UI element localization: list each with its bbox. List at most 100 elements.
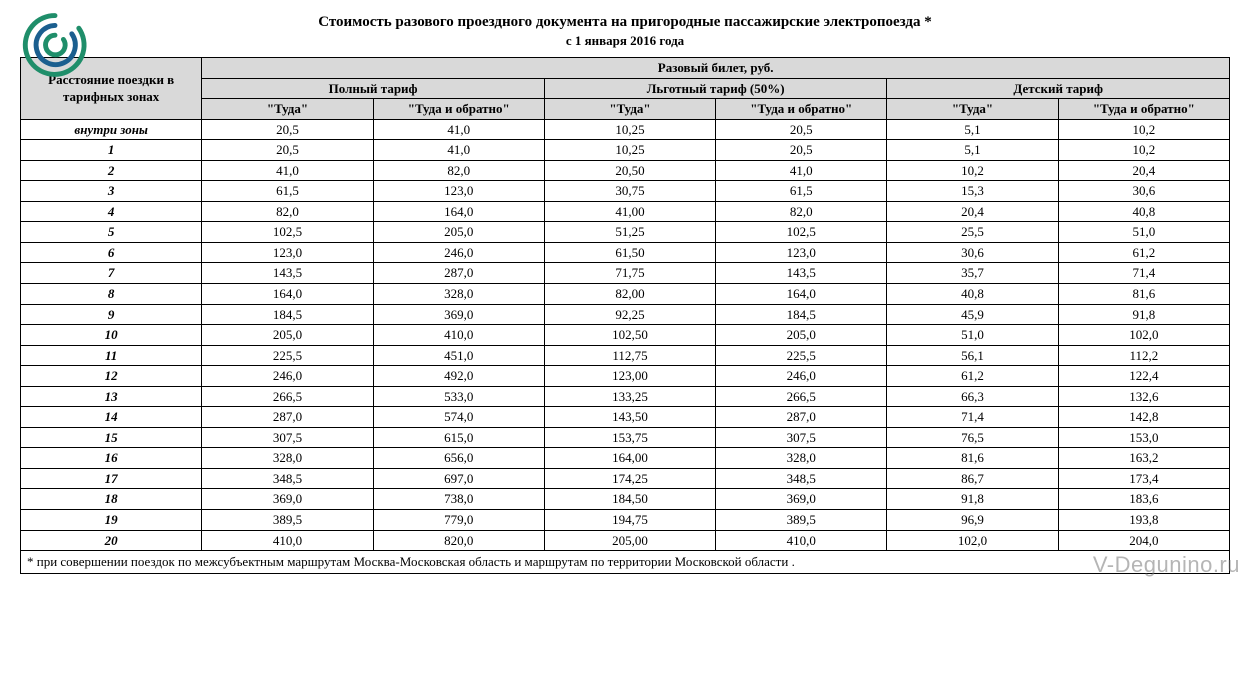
value-cell: 122,4 bbox=[1058, 366, 1229, 387]
value-cell: 173,4 bbox=[1058, 468, 1229, 489]
value-cell: 287,0 bbox=[716, 407, 887, 428]
value-cell: 86,7 bbox=[887, 468, 1058, 489]
value-cell: 738,0 bbox=[373, 489, 544, 510]
value-cell: 5,1 bbox=[887, 140, 1058, 161]
zone-cell: 7 bbox=[21, 263, 202, 284]
table-row: 14287,0574,0143,50287,071,4142,8 bbox=[21, 407, 1230, 428]
value-cell: 820,0 bbox=[373, 530, 544, 551]
value-cell: 61,5 bbox=[202, 181, 373, 202]
zone-cell: 20 bbox=[21, 530, 202, 551]
zone-cell: 12 bbox=[21, 366, 202, 387]
value-cell: 533,0 bbox=[373, 386, 544, 407]
header-full-round: "Туда и обратно" bbox=[373, 99, 544, 120]
value-cell: 51,0 bbox=[1058, 222, 1229, 243]
value-cell: 81,6 bbox=[1058, 284, 1229, 305]
zone-cell: 16 bbox=[21, 448, 202, 469]
value-cell: 184,5 bbox=[202, 304, 373, 325]
value-cell: 697,0 bbox=[373, 468, 544, 489]
value-cell: 204,0 bbox=[1058, 530, 1229, 551]
table-row: 15307,5615,0153,75307,576,5153,0 bbox=[21, 427, 1230, 448]
value-cell: 102,50 bbox=[544, 325, 715, 346]
value-cell: 779,0 bbox=[373, 510, 544, 531]
value-cell: 164,0 bbox=[202, 284, 373, 305]
value-cell: 41,0 bbox=[716, 160, 887, 181]
value-cell: 41,0 bbox=[202, 160, 373, 181]
zone-cell: 18 bbox=[21, 489, 202, 510]
value-cell: 574,0 bbox=[373, 407, 544, 428]
value-cell: 45,9 bbox=[887, 304, 1058, 325]
value-cell: 194,75 bbox=[544, 510, 715, 531]
value-cell: 10,2 bbox=[887, 160, 1058, 181]
value-cell: 369,0 bbox=[716, 489, 887, 510]
value-cell: 35,7 bbox=[887, 263, 1058, 284]
zone-cell: 9 bbox=[21, 304, 202, 325]
zone-cell: 10 bbox=[21, 325, 202, 346]
value-cell: 61,2 bbox=[887, 366, 1058, 387]
value-cell: 82,0 bbox=[373, 160, 544, 181]
zone-cell: 19 bbox=[21, 510, 202, 531]
value-cell: 10,25 bbox=[544, 140, 715, 161]
table-row: 6123,0246,061,50123,030,661,2 bbox=[21, 242, 1230, 263]
value-cell: 205,0 bbox=[373, 222, 544, 243]
value-cell: 389,5 bbox=[202, 510, 373, 531]
watermark: V-Degunino.ru bbox=[1093, 552, 1240, 578]
table-row: 12246,0492,0123,00246,061,2122,4 bbox=[21, 366, 1230, 387]
value-cell: 15,3 bbox=[887, 181, 1058, 202]
header-disc: Льготный тариф (50%) bbox=[544, 78, 887, 99]
value-cell: 287,0 bbox=[373, 263, 544, 284]
zone-cell: 2 bbox=[21, 160, 202, 181]
value-cell: 20,5 bbox=[716, 119, 887, 140]
value-cell: 410,0 bbox=[202, 530, 373, 551]
table-row: 241,082,020,5041,010,220,4 bbox=[21, 160, 1230, 181]
value-cell: 10,2 bbox=[1058, 119, 1229, 140]
value-cell: 81,6 bbox=[887, 448, 1058, 469]
value-cell: 143,50 bbox=[544, 407, 715, 428]
table-row: 10205,0410,0102,50205,051,0102,0 bbox=[21, 325, 1230, 346]
value-cell: 193,8 bbox=[1058, 510, 1229, 531]
table-row: 120,541,010,2520,55,110,2 bbox=[21, 140, 1230, 161]
value-cell: 184,50 bbox=[544, 489, 715, 510]
value-cell: 143,5 bbox=[716, 263, 887, 284]
zone-cell: 13 bbox=[21, 386, 202, 407]
zone-cell: 14 bbox=[21, 407, 202, 428]
value-cell: 51,0 bbox=[887, 325, 1058, 346]
value-cell: 164,0 bbox=[373, 201, 544, 222]
zone-cell: 1 bbox=[21, 140, 202, 161]
value-cell: 30,6 bbox=[1058, 181, 1229, 202]
value-cell: 41,00 bbox=[544, 201, 715, 222]
table-row: внутри зоны20,541,010,2520,55,110,2 bbox=[21, 119, 1230, 140]
table-row: 9184,5369,092,25184,545,991,8 bbox=[21, 304, 1230, 325]
zone-cell: внутри зоны bbox=[21, 119, 202, 140]
value-cell: 246,0 bbox=[373, 242, 544, 263]
value-cell: 61,2 bbox=[1058, 242, 1229, 263]
value-cell: 71,4 bbox=[887, 407, 1058, 428]
value-cell: 20,50 bbox=[544, 160, 715, 181]
value-cell: 10,25 bbox=[544, 119, 715, 140]
zone-cell: 17 bbox=[21, 468, 202, 489]
value-cell: 410,0 bbox=[716, 530, 887, 551]
table-row: 18369,0738,0184,50369,091,8183,6 bbox=[21, 489, 1230, 510]
value-cell: 71,4 bbox=[1058, 263, 1229, 284]
title-block: Стоимость разового проездного документа … bbox=[20, 14, 1230, 49]
value-cell: 225,5 bbox=[202, 345, 373, 366]
value-cell: 287,0 bbox=[202, 407, 373, 428]
page-title: Стоимость разового проездного документа … bbox=[20, 14, 1230, 31]
value-cell: 30,75 bbox=[544, 181, 715, 202]
value-cell: 205,0 bbox=[716, 325, 887, 346]
value-cell: 20,4 bbox=[887, 201, 1058, 222]
value-cell: 184,5 bbox=[716, 304, 887, 325]
header-top: Разовый билет, руб. bbox=[202, 58, 1230, 79]
value-cell: 153,75 bbox=[544, 427, 715, 448]
value-cell: 102,5 bbox=[716, 222, 887, 243]
table-row: 361,5123,030,7561,515,330,6 bbox=[21, 181, 1230, 202]
value-cell: 143,5 bbox=[202, 263, 373, 284]
table-row: 16328,0656,0164,00328,081,6163,2 bbox=[21, 448, 1230, 469]
header-full-one: "Туда" bbox=[202, 99, 373, 120]
value-cell: 82,0 bbox=[202, 201, 373, 222]
value-cell: 91,8 bbox=[887, 489, 1058, 510]
value-cell: 153,0 bbox=[1058, 427, 1229, 448]
table-row: 19389,5779,0194,75389,596,9193,8 bbox=[21, 510, 1230, 531]
table-row: 482,0164,041,0082,020,440,8 bbox=[21, 201, 1230, 222]
value-cell: 246,0 bbox=[716, 366, 887, 387]
value-cell: 328,0 bbox=[716, 448, 887, 469]
